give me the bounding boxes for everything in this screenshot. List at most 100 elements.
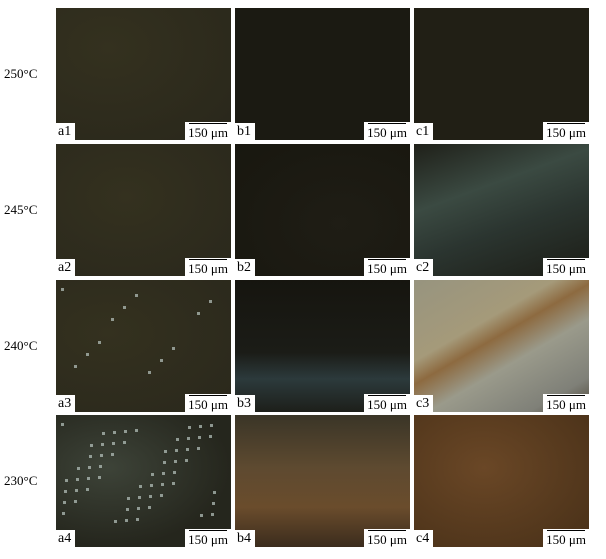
crystal — [200, 514, 203, 517]
crystal — [61, 423, 64, 426]
scale-bar: 150 μm — [543, 394, 589, 412]
crystal — [172, 347, 175, 350]
scale-label: 150 μm — [367, 397, 407, 412]
crystal — [98, 341, 101, 344]
crystal — [114, 520, 117, 523]
scale-bar: 150 μm — [364, 258, 410, 276]
scale-bar: 150 μm — [543, 529, 589, 547]
panel-label: a3 — [56, 395, 76, 412]
crystal — [197, 312, 200, 315]
micrograph: b3 150 μm — [235, 280, 410, 412]
crystal — [61, 288, 64, 291]
panel-label: a4 — [56, 530, 76, 547]
scale-line — [547, 123, 585, 124]
crystal — [149, 495, 152, 498]
crystal — [172, 482, 175, 485]
crystal — [62, 512, 65, 515]
scale-line — [547, 259, 585, 260]
crystal — [209, 435, 212, 438]
crystal — [198, 436, 201, 439]
crystal — [197, 447, 200, 450]
scale-line — [547, 530, 585, 531]
crystal — [175, 449, 178, 452]
crystal — [111, 318, 114, 321]
crystal — [65, 479, 68, 482]
crystal — [188, 426, 191, 429]
crystal — [160, 359, 163, 362]
scale-bar: 150 μm — [364, 122, 410, 140]
scale-line — [547, 395, 585, 396]
crystal — [163, 461, 166, 464]
crystal — [173, 471, 176, 474]
crystal — [88, 466, 91, 469]
micrograph: b2 150 μm — [235, 144, 410, 276]
crystal — [86, 353, 89, 356]
row-label: 230°C — [4, 473, 38, 488]
micrograph: c1 150 μm — [414, 8, 589, 140]
scale-line — [189, 259, 227, 260]
crystal — [127, 497, 130, 500]
crystal — [113, 431, 116, 434]
scale-label: 150 μm — [546, 532, 586, 547]
crystal — [210, 424, 213, 427]
panel-label: a1 — [56, 123, 76, 140]
row-label: 245°C — [4, 202, 38, 217]
micrograph: c4 150 μm — [414, 415, 589, 547]
scale-label: 150 μm — [188, 261, 228, 276]
micrograph: a1 150 μm — [56, 8, 231, 140]
crystal — [164, 450, 167, 453]
micrograph: b4 150 μm — [235, 415, 410, 547]
crystal — [123, 306, 126, 309]
crystal — [123, 441, 126, 444]
crystal — [100, 454, 103, 457]
crystal — [74, 500, 77, 503]
scale-bar: 150 μm — [185, 122, 231, 140]
scale-line — [189, 530, 227, 531]
scale-label: 150 μm — [188, 532, 228, 547]
scale-bar: 150 μm — [364, 529, 410, 547]
crystal — [160, 494, 163, 497]
crystal — [148, 506, 151, 509]
crystal — [151, 473, 154, 476]
scale-label: 150 μm — [367, 532, 407, 547]
crystal — [136, 518, 139, 521]
scale-label: 150 μm — [546, 125, 586, 140]
crystal — [187, 437, 190, 440]
crystal — [176, 438, 179, 441]
row-label: 250°C — [4, 66, 38, 81]
crystal — [99, 465, 102, 468]
crystal — [75, 489, 78, 492]
crystal — [139, 485, 142, 488]
crystal — [137, 507, 140, 510]
row-label: 240°C — [4, 338, 38, 353]
scale-bar: 150 μm — [543, 122, 589, 140]
scale-line — [368, 259, 406, 260]
panel-label: c2 — [414, 259, 434, 276]
crystal — [111, 453, 114, 456]
crystal — [86, 488, 89, 491]
scale-line — [368, 395, 406, 396]
crystal — [64, 490, 67, 493]
crystal — [161, 483, 164, 486]
crystal — [138, 496, 141, 499]
scale-line — [189, 123, 227, 124]
crystal — [135, 429, 138, 432]
scale-label: 150 μm — [188, 397, 228, 412]
crystal — [199, 425, 202, 428]
crystal — [101, 443, 104, 446]
crystal — [102, 432, 105, 435]
panel-label: c1 — [414, 123, 434, 140]
crystal — [162, 472, 165, 475]
scale-label: 150 μm — [367, 125, 407, 140]
crystal — [63, 501, 66, 504]
crystal — [150, 484, 153, 487]
scale-bar: 150 μm — [364, 394, 410, 412]
scale-line — [368, 123, 406, 124]
panel-label: c3 — [414, 395, 434, 412]
micrograph: b1 150 μm — [235, 8, 410, 140]
scale-label: 150 μm — [367, 261, 407, 276]
micrograph: c2 150 μm — [414, 144, 589, 276]
panel-label: b2 — [235, 259, 255, 276]
crystal — [76, 478, 79, 481]
